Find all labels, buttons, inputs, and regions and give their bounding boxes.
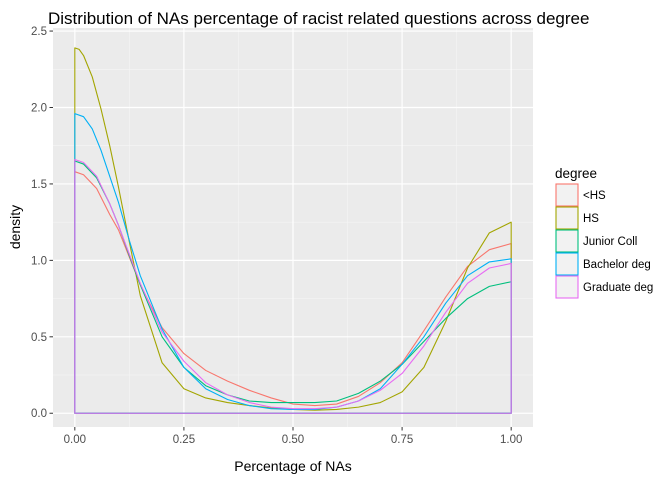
legend-label: <HS: [583, 190, 606, 202]
legend: degree <HS HS Junior Coll Bachelor deg Gradu…: [555, 166, 653, 299]
legend-items: <HS HS Junior Coll Bachelor deg Graduate deg: [555, 183, 653, 299]
legend-label: HS: [583, 213, 599, 225]
legend-key: [555, 206, 579, 230]
legend-title: degree: [555, 166, 597, 181]
chart-title: Distribution of NAs percentage of racist…: [48, 9, 589, 28]
x-tick-label: 0.75: [391, 434, 413, 446]
x-axis-title: Percentage of NAs: [234, 458, 352, 474]
series-line: [74, 113, 512, 414]
x-tick-label: 0.25: [173, 434, 195, 446]
y-axis-title: density: [7, 205, 23, 249]
legend-key: [555, 275, 579, 299]
series-line: [74, 158, 512, 414]
series-lines: [74, 47, 512, 414]
legend-label: Bachelor deg: [583, 259, 651, 271]
legend-key: [555, 229, 579, 253]
legend-label: Junior Coll: [583, 236, 637, 248]
legend-key: [555, 252, 579, 276]
y-tick-label: 1.5: [31, 179, 47, 191]
x-axis-ticks: 0.00 0.25 0.50 0.75 1.00: [64, 427, 522, 446]
legend-key: [555, 183, 579, 207]
y-tick-label: 0.5: [31, 332, 47, 344]
y-axis-ticks: 0.0 0.5 1.0 1.5 2.0 2.5: [31, 26, 53, 420]
legend-label: Graduate deg: [583, 282, 653, 294]
x-tick-label: 0.00: [64, 434, 86, 446]
y-tick-label: 0.0: [31, 408, 47, 420]
x-tick-label: 1.00: [500, 434, 522, 446]
y-tick-label: 2.0: [31, 102, 47, 114]
series-line: [74, 171, 512, 414]
x-tick-label: 0.50: [282, 434, 304, 446]
y-tick-label: 2.5: [31, 26, 47, 38]
y-tick-label: 1.0: [31, 255, 47, 267]
